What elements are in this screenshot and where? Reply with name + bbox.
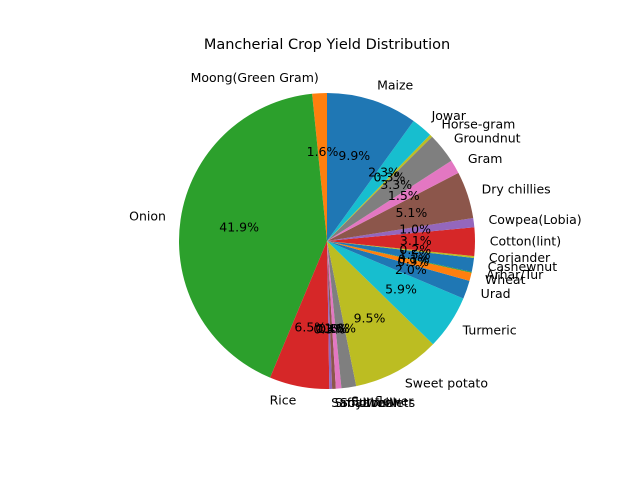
pie-slice-rice: [270, 241, 330, 389]
slice-percent-wheat: 0.9%: [397, 254, 429, 269]
slice-label-onion: Onion: [129, 209, 166, 224]
pie-slice-cotton-lint: [327, 227, 475, 257]
slice-label-horse-gram: Horse-gram: [441, 117, 515, 132]
slice-percent-onion: 41.9%: [219, 220, 259, 235]
pie-slice-urad: [327, 241, 470, 299]
slice-label-urad: Urad: [481, 286, 511, 301]
pie-slice-gram: [327, 160, 459, 241]
pie-slice-sweet-potato: [327, 241, 434, 387]
pie-slice-groundnut: [327, 136, 452, 241]
slice-label-dry-chillies: Dry chillies: [482, 182, 551, 197]
slice-percent-cowpea-lobia: 1.0%: [399, 221, 431, 236]
slice-percent-maize: 9.9%: [338, 148, 370, 163]
slice-percent-soyabean: 0.6%: [318, 321, 350, 336]
slice-label-cowpea-lobia: Cowpea(Lobia): [489, 212, 582, 227]
slice-label-gram: Gram: [468, 151, 503, 166]
pie-slice-safflower: [327, 241, 333, 389]
pie-slice-onion: [178, 93, 327, 378]
slice-label-arhar-tur: Arhar/Tur: [486, 267, 544, 282]
slice-percent-arhar-tur: 0.1%: [398, 251, 430, 266]
pie-slices: [178, 93, 475, 389]
slice-label-cashewnut: Cashewnut: [488, 259, 558, 274]
slice-label-small-millets: Small millets: [335, 395, 415, 410]
slice-percent-gram: 1.5%: [388, 188, 420, 203]
pie-slice-dry-chillies: [327, 172, 474, 241]
slice-label-coriander: Coriander: [489, 250, 551, 265]
pie-slice-small-millets: [327, 241, 336, 389]
pie-slice-maize: [327, 93, 414, 241]
slice-label-groundnut: Groundnut: [454, 130, 521, 145]
pie-slice-horse-gram: [327, 134, 433, 241]
slice-label-sweet-potato: Sweet potato: [405, 375, 488, 390]
slice-percent-moong-green-gram: 1.6%: [307, 144, 339, 159]
slice-percent-urad: 2.0%: [395, 262, 427, 277]
slice-percent-small-millets: 0.4%: [315, 321, 347, 336]
slice-percent-horse-gram: 0.3%: [374, 169, 406, 184]
slice-label-maize: Maize: [377, 78, 413, 93]
slice-label-sunflower: Sunflower: [351, 394, 414, 409]
pie-slice-wheat: [327, 241, 472, 281]
slice-percent-dry-chillies: 5.1%: [395, 205, 427, 220]
pie-slice-jowar: [327, 120, 431, 241]
pie-slice-sunflower: [327, 241, 357, 389]
slice-percent-turmeric: 5.9%: [385, 282, 417, 297]
slice-label-jowar: Jowar: [431, 108, 467, 123]
slice-label-safflower: Safflower: [331, 395, 390, 410]
pie-percent-labels: 1.6%41.9%6.5%0.3%0.4%0.6%1.6%9.5%5.9%2.0…: [219, 144, 431, 336]
slice-label-moong-green-gram: Moong(Green Gram): [191, 70, 319, 85]
chart-title: Mancherial Crop Yield Distribution: [204, 37, 450, 53]
pie-slice-arhar-tur: [327, 241, 472, 273]
slice-label-soyabean: Soyabean: [340, 395, 402, 410]
slice-percent-sunflower: 1.6%: [324, 320, 356, 335]
slice-percent-rice: 6.5%: [294, 320, 326, 335]
slice-percent-sweet-potato: 9.5%: [354, 310, 386, 325]
slice-percent-coriander: 0.2%: [399, 242, 431, 257]
slice-percent-cashewnut: 1.5%: [399, 247, 431, 262]
pie-slice-coriander: [327, 241, 475, 259]
slice-label-cotton-lint: Cotton(lint): [490, 233, 561, 248]
pie-slice-cashewnut: [327, 241, 475, 272]
slice-label-wheat: Wheat: [485, 272, 526, 287]
slice-percent-cotton-lint: 3.1%: [400, 233, 432, 248]
pie-labels: Moong(Green Gram) Onion Rice SafflowerSmall…: [129, 70, 582, 410]
pie-slice-turmeric: [327, 241, 464, 345]
slice-percent-jowar: 2.3%: [368, 164, 400, 179]
slice-label-rice: Rice: [270, 392, 297, 407]
slice-label-turmeric: Turmeric: [462, 322, 517, 337]
slice-percent-groundnut: 3.3%: [380, 177, 412, 192]
pie-slice-moong-green-gram: [312, 93, 327, 241]
pie-slice-cowpea-lobia: [327, 217, 475, 241]
pie-slice-soyabean: [327, 241, 342, 389]
slice-percent-safflower: 0.3%: [313, 321, 345, 336]
